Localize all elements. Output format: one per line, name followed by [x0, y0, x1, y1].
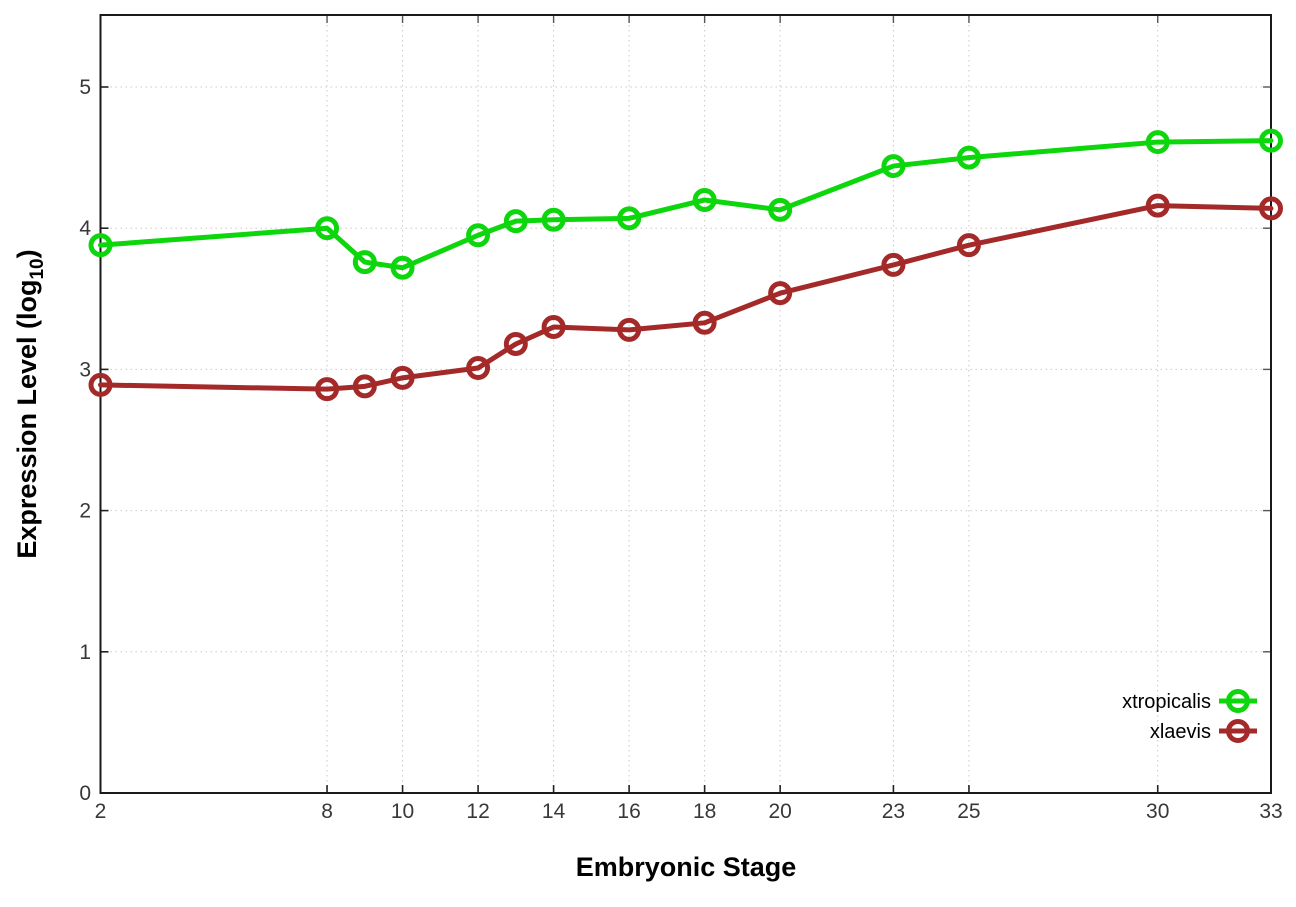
data-point-xlaevis: [390, 365, 415, 390]
data-point-xtropicalis: [466, 223, 491, 248]
series-line-xlaevis: [98, 203, 1274, 392]
x-tick-label: 14: [542, 800, 566, 823]
x-tick-label: 33: [1259, 800, 1282, 823]
y-tick-label: 4: [79, 217, 91, 240]
data-point-xtropicalis: [88, 233, 113, 258]
data-point-xtropicalis: [956, 145, 981, 170]
data-point-xlaevis: [88, 372, 113, 397]
data-point-xtropicalis: [541, 207, 566, 232]
x-tick-label: 25: [957, 800, 980, 823]
plot-border: [99, 14, 1272, 794]
data-point-xlaevis: [881, 252, 906, 277]
series-line-xtropicalis: [98, 138, 1274, 271]
data-point-xtropicalis: [1259, 128, 1283, 153]
legend-label-xlaevis: xlaevis: [1150, 721, 1211, 743]
data-point-xtropicalis: [768, 197, 793, 222]
data-point-xlaevis: [352, 374, 377, 399]
legend-sample-marker-xlaevis: [1226, 719, 1250, 743]
y-tick-label: 3: [79, 358, 91, 381]
y-tick-label: 1: [79, 641, 91, 664]
x-axis-label: Embryonic Stage: [576, 852, 797, 882]
data-point-xlaevis: [541, 315, 566, 340]
x-tick-label: 23: [882, 800, 905, 823]
y-axis-label-suffix: ): [12, 249, 42, 258]
y-tick-label: 0: [79, 782, 91, 805]
data-point-xlaevis: [692, 310, 717, 335]
x-tick-label: 18: [693, 800, 716, 823]
x-tick-label: 12: [466, 800, 489, 823]
data-point-xlaevis: [503, 331, 528, 356]
legend-sample-marker-xtropicalis: [1226, 689, 1250, 713]
data-point-xlaevis: [466, 355, 491, 380]
data-point-xtropicalis: [390, 255, 415, 280]
data-point-xlaevis: [1145, 193, 1170, 218]
data-point-xtropicalis: [503, 209, 528, 234]
x-tick-label: 2: [95, 800, 107, 823]
y-axis-label-prefix: Expression Level (log: [12, 280, 42, 559]
data-point-xlaevis: [617, 317, 642, 342]
x-tick-label: 8: [321, 800, 333, 823]
data-point-xlaevis: [956, 233, 981, 258]
data-point-xtropicalis: [881, 154, 906, 179]
y-tick-label: 5: [79, 76, 91, 99]
x-tick-label: 20: [768, 800, 791, 823]
data-point-xlaevis: [315, 377, 340, 402]
y-axis-label: Expression Level (log10): [12, 249, 48, 558]
legend-label-xtropicalis: xtropicalis: [1122, 691, 1211, 713]
data-point-xtropicalis: [352, 250, 377, 275]
x-tick-label: 10: [391, 800, 414, 823]
x-tick-label: 16: [617, 800, 640, 823]
data-point-xlaevis: [1259, 196, 1283, 221]
data-point-xtropicalis: [1145, 130, 1170, 155]
plot-layer: 2 8 10 12 14 16 18 20 23 25 30 33012345xtropicalisx…: [79, 14, 1283, 823]
x-tick-label: 30: [1146, 800, 1169, 823]
y-tick-label: 2: [79, 500, 91, 523]
data-point-xtropicalis: [315, 216, 340, 241]
data-point-xtropicalis: [617, 206, 642, 231]
data-point-xlaevis: [768, 281, 793, 306]
y-axis-label-subscript: 10: [27, 258, 48, 279]
data-point-xtropicalis: [692, 187, 717, 212]
